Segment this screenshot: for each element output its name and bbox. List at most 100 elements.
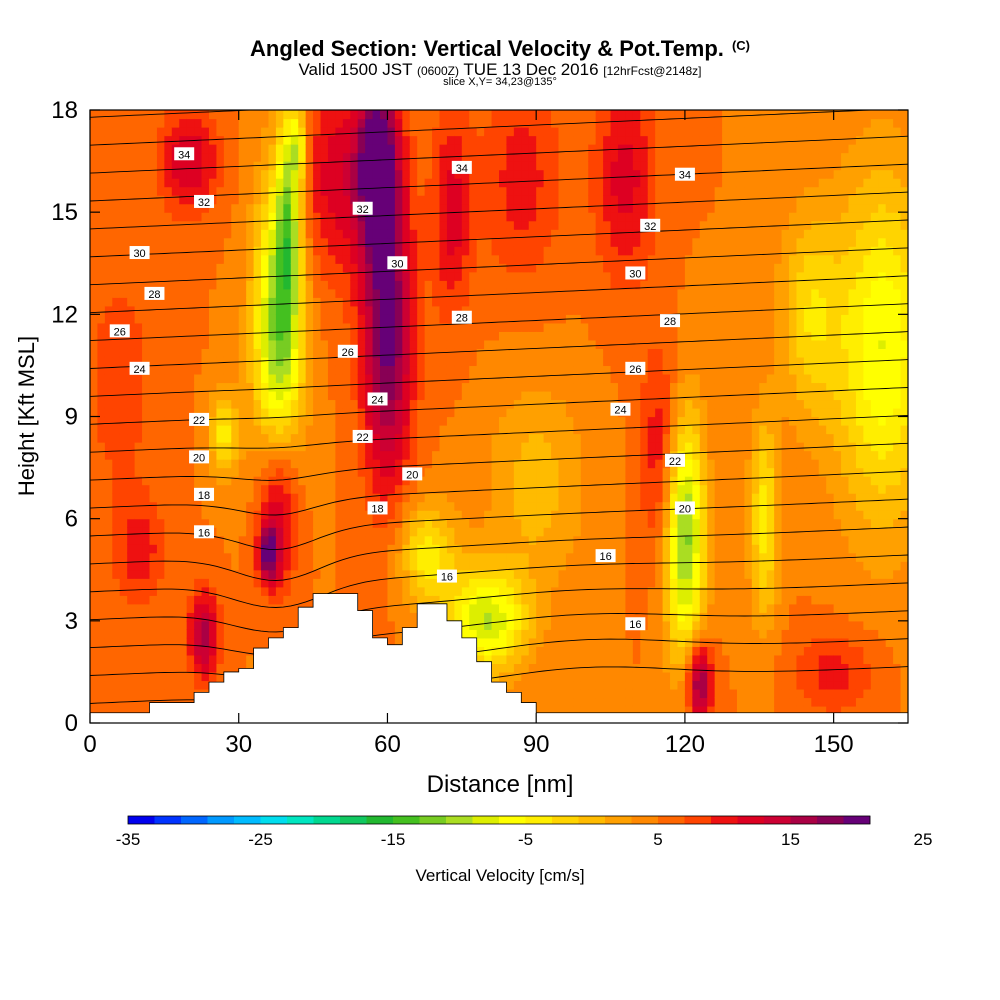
velocity-cell bbox=[573, 254, 582, 264]
velocity-cell bbox=[119, 425, 128, 435]
velocity-cell bbox=[342, 212, 351, 222]
velocity-cell bbox=[506, 561, 515, 571]
velocity-cell bbox=[476, 484, 485, 494]
velocity-cell bbox=[283, 595, 292, 605]
velocity-cell bbox=[171, 527, 180, 537]
velocity-cell bbox=[97, 212, 106, 222]
velocity-cell bbox=[238, 578, 247, 588]
velocity-cell bbox=[439, 493, 448, 503]
velocity-cell bbox=[461, 450, 470, 460]
velocity-cell bbox=[580, 390, 589, 401]
velocity-cell bbox=[357, 339, 366, 349]
velocity-cell bbox=[528, 561, 537, 571]
velocity-cell bbox=[558, 322, 567, 332]
velocity-cell bbox=[305, 178, 314, 188]
velocity-cell bbox=[417, 552, 426, 562]
velocity-cell bbox=[469, 314, 478, 324]
velocity-cell bbox=[417, 186, 426, 196]
velocity-cell bbox=[365, 152, 374, 162]
velocity-cell bbox=[216, 493, 225, 503]
velocity-cell bbox=[179, 561, 188, 571]
velocity-cell bbox=[216, 280, 225, 290]
velocity-cell bbox=[231, 527, 240, 537]
velocity-cell bbox=[223, 544, 232, 554]
velocity-cell bbox=[246, 331, 255, 341]
velocity-cell bbox=[528, 365, 537, 375]
velocity-cell bbox=[506, 442, 515, 452]
velocity-cell bbox=[231, 433, 240, 443]
velocity-cell bbox=[588, 476, 597, 486]
velocity-cell bbox=[290, 271, 299, 281]
velocity-cell bbox=[558, 135, 567, 145]
velocity-cell bbox=[253, 169, 262, 179]
velocity-cell bbox=[357, 237, 366, 247]
velocity-cell bbox=[112, 493, 121, 503]
velocity-cell bbox=[261, 229, 270, 239]
velocity-cell bbox=[104, 535, 113, 545]
velocity-cell bbox=[513, 373, 522, 384]
velocity-cell bbox=[142, 476, 151, 486]
velocity-cell bbox=[112, 646, 121, 656]
velocity-cell bbox=[387, 561, 396, 571]
velocity-cell bbox=[320, 169, 329, 179]
velocity-cell bbox=[469, 510, 478, 520]
velocity-cell bbox=[290, 127, 299, 137]
velocity-cell bbox=[461, 586, 470, 596]
velocity-cell bbox=[305, 544, 314, 554]
velocity-cell bbox=[588, 322, 597, 332]
velocity-cell bbox=[320, 246, 329, 256]
velocity-cell bbox=[439, 484, 448, 494]
velocity-cell bbox=[350, 535, 359, 545]
velocity-cell bbox=[446, 586, 455, 596]
velocity-cell bbox=[372, 510, 381, 520]
velocity-cell bbox=[275, 476, 284, 486]
velocity-cell bbox=[238, 348, 247, 358]
velocity-cell bbox=[313, 578, 322, 588]
velocity-cell bbox=[565, 382, 574, 392]
velocity-cell bbox=[536, 459, 545, 469]
velocity-cell bbox=[380, 186, 389, 196]
velocity-cell bbox=[253, 220, 262, 230]
velocity-cell bbox=[461, 331, 470, 341]
velocity-cell bbox=[335, 407, 344, 418]
velocity-cell bbox=[313, 314, 322, 324]
velocity-cell bbox=[90, 382, 99, 392]
velocity-cell bbox=[573, 671, 582, 682]
velocity-cell bbox=[380, 229, 389, 239]
velocity-cell bbox=[238, 339, 247, 349]
velocity-cell bbox=[194, 518, 203, 528]
velocity-cell bbox=[149, 271, 158, 281]
velocity-cell bbox=[558, 399, 567, 409]
velocity-cell bbox=[246, 348, 255, 358]
velocity-cell bbox=[305, 510, 314, 520]
velocity-cell bbox=[543, 280, 552, 290]
velocity-cell bbox=[543, 552, 552, 562]
velocity-cell bbox=[208, 433, 218, 443]
velocity-cell bbox=[394, 339, 403, 349]
velocity-cell bbox=[112, 263, 121, 273]
velocity-cell bbox=[603, 612, 612, 622]
velocity-cell bbox=[186, 127, 195, 137]
velocity-cell bbox=[275, 356, 284, 367]
velocity-cell bbox=[216, 578, 225, 588]
velocity-cell bbox=[536, 314, 545, 324]
velocity-cell bbox=[476, 135, 485, 145]
velocity-cell bbox=[484, 484, 493, 494]
velocity-cell bbox=[127, 578, 136, 588]
velocity-cell bbox=[261, 527, 270, 537]
velocity-cell bbox=[484, 271, 493, 281]
velocity-cell bbox=[194, 629, 203, 639]
velocity-cell bbox=[461, 118, 470, 128]
velocity-cell bbox=[156, 356, 165, 367]
velocity-cell bbox=[179, 493, 188, 503]
velocity-cell bbox=[119, 110, 128, 120]
velocity-cell bbox=[335, 535, 344, 545]
velocity-cell bbox=[543, 339, 552, 349]
velocity-cell bbox=[90, 212, 99, 222]
velocity-cell bbox=[342, 246, 351, 256]
velocity-cell bbox=[90, 629, 99, 639]
velocity-cell bbox=[499, 118, 508, 128]
velocity-cell bbox=[275, 246, 284, 256]
velocity-cell bbox=[439, 237, 448, 247]
velocity-cell bbox=[194, 399, 203, 409]
